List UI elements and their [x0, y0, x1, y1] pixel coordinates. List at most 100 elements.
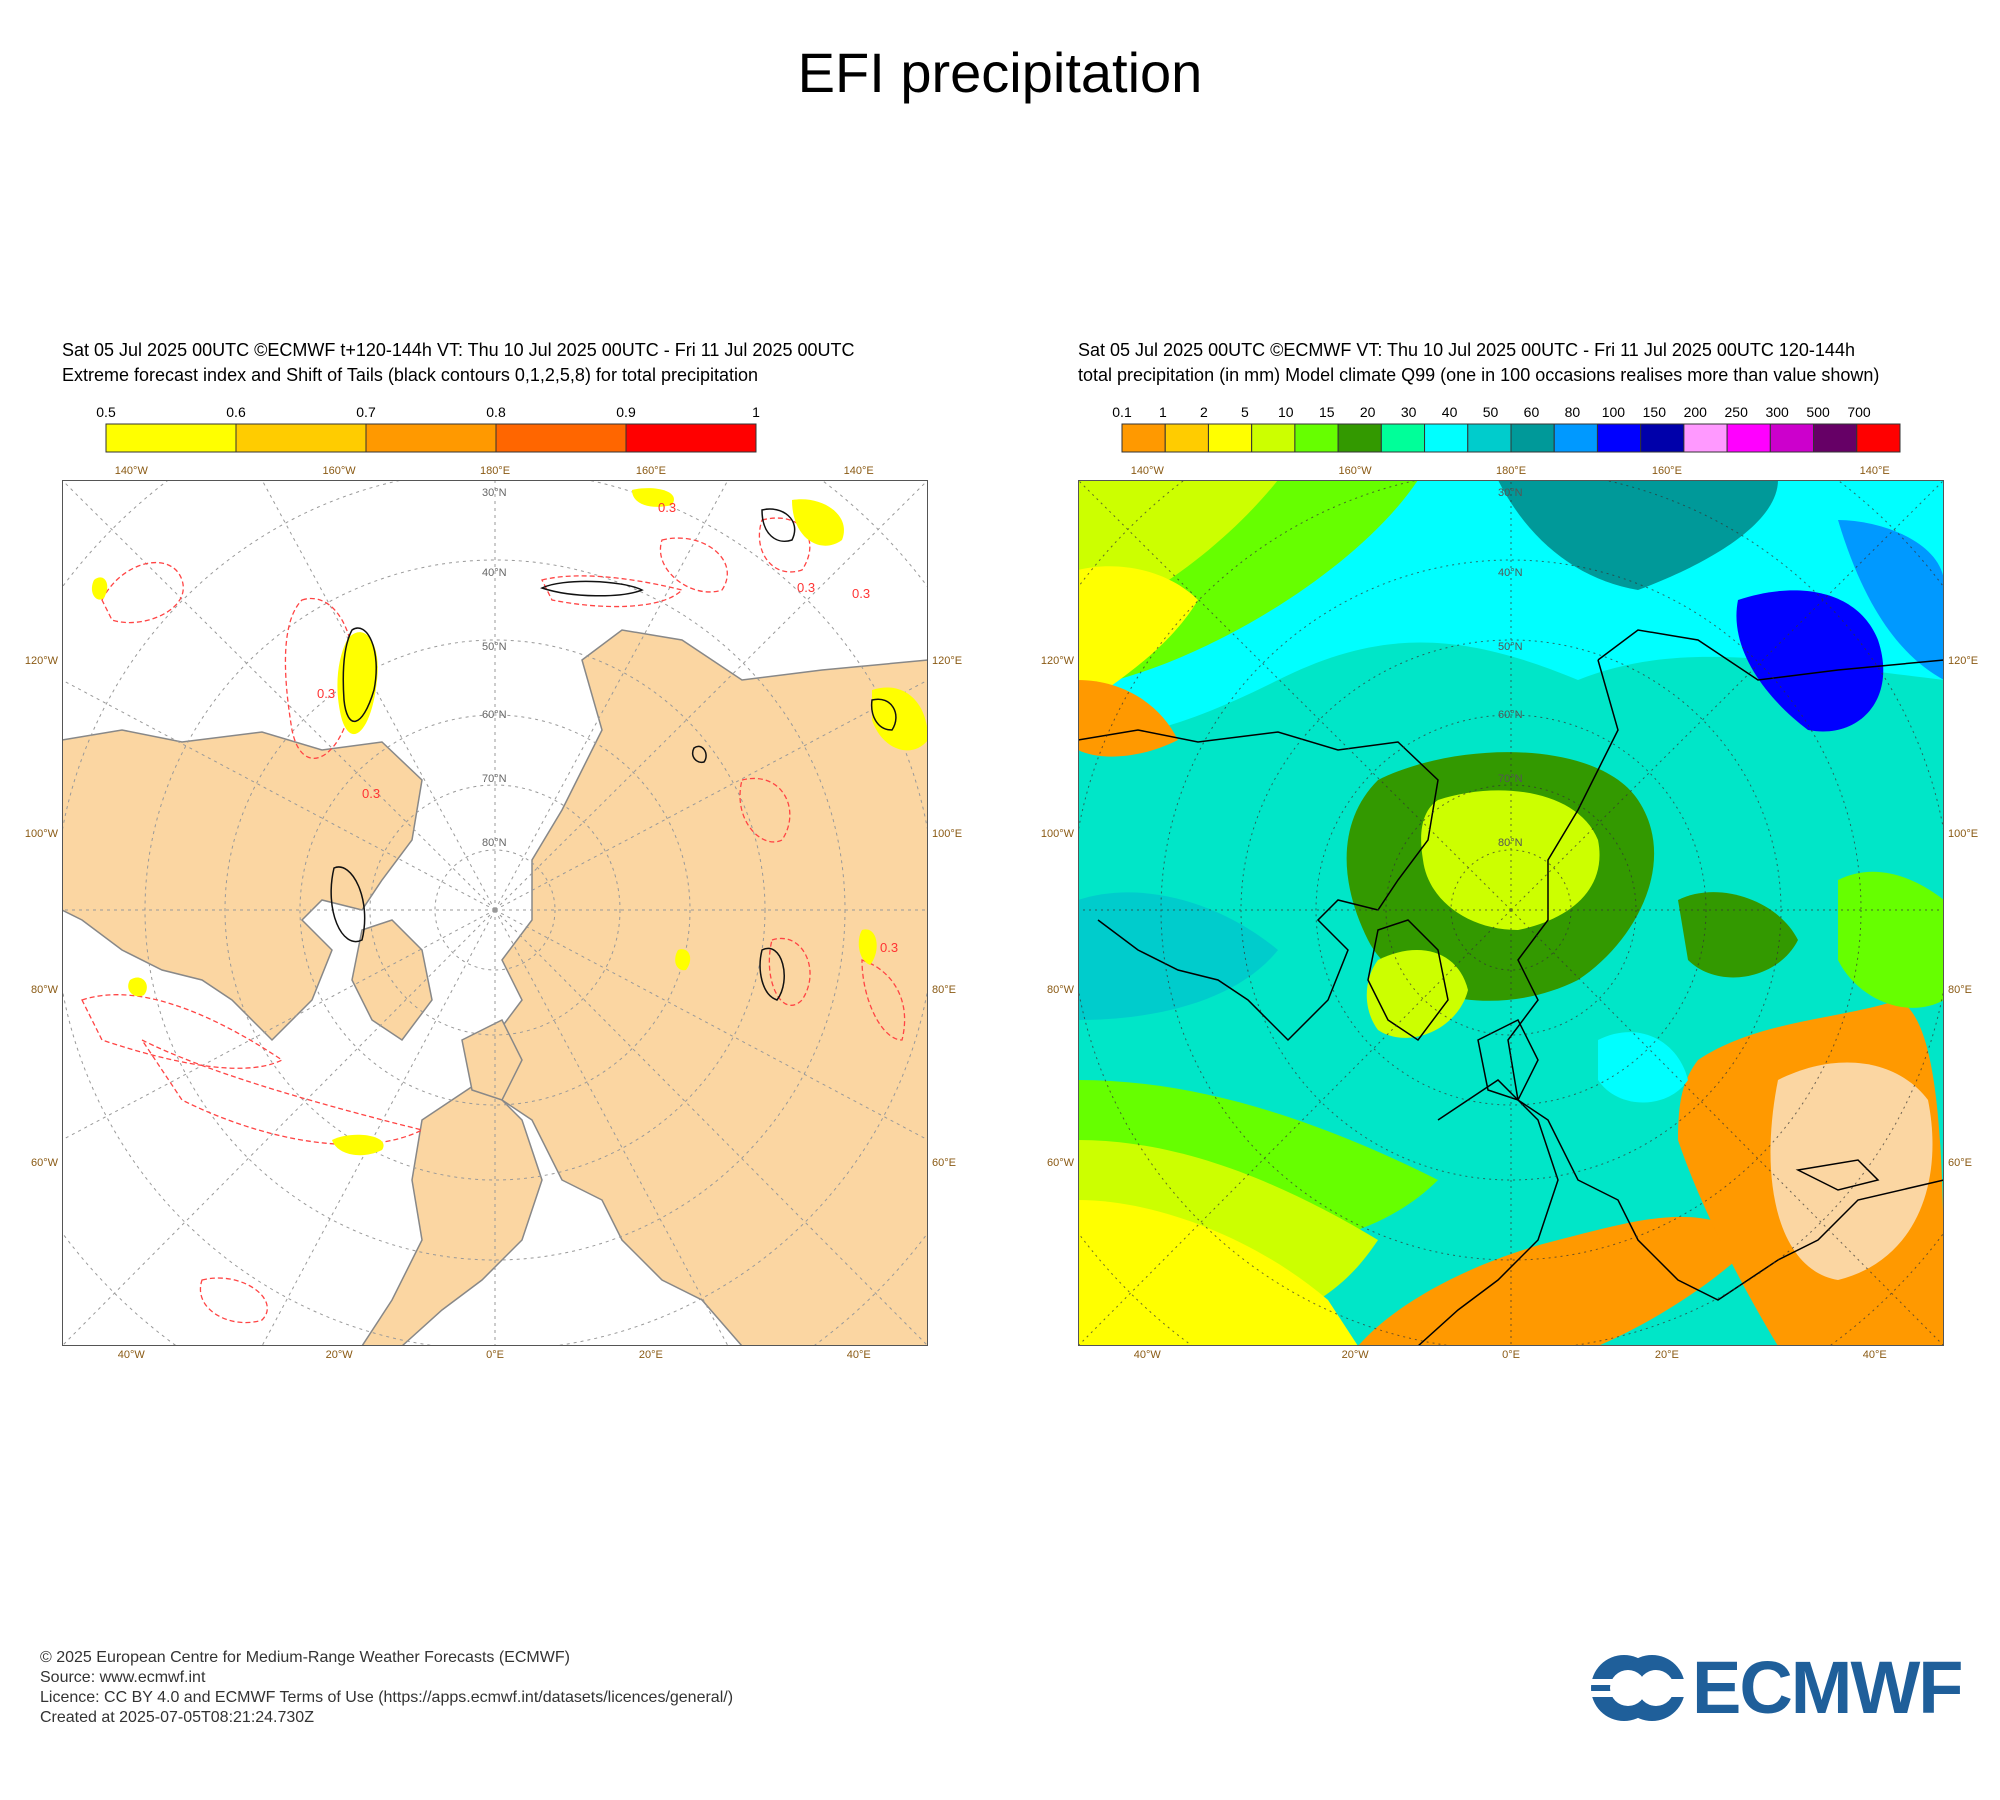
map-edge-label: 160°E: [635, 465, 666, 477]
efi-header-line2: Extreme forecast index and Shift of Tail…: [62, 365, 759, 385]
efi-lat-label: 40°N: [482, 567, 507, 579]
colorbar-tick-label: 0.5: [96, 404, 116, 420]
ecmwf-logo-mark-icon: [1588, 1655, 1688, 1721]
colorbar-swatch: [1337, 423, 1382, 453]
colorbar-tick-label: 0.6: [226, 404, 246, 420]
colorbar-swatch: [1726, 423, 1771, 453]
colorbar-swatch: [1596, 423, 1642, 453]
colorbar-swatch: [1251, 423, 1296, 453]
footer-created: Created at 2025-07-05T08:21:24.730Z: [40, 1709, 314, 1726]
colorbar-tick-label: 1: [752, 404, 760, 420]
colorbar-tick-label: 500: [1806, 404, 1830, 420]
map-edge-label: 100°W: [24, 828, 58, 841]
colorbar-swatch: [1683, 423, 1728, 453]
efi-lat-label: 60°N: [482, 709, 507, 721]
colorbar-tick-label: 50: [1483, 404, 1499, 420]
colorbar-swatch: [625, 423, 757, 453]
map-edge-label: 60°E: [1948, 1157, 1972, 1170]
map-edge-label: 80°W: [1046, 983, 1074, 996]
efi-lat-label: 30°N: [482, 487, 507, 499]
map-edge-label: 60°W: [1046, 1157, 1074, 1170]
map-edge-label: 0°E: [1502, 1349, 1520, 1361]
colorbar-swatch: [1856, 423, 1901, 453]
map-edge-label: 20°W: [1341, 1349, 1369, 1361]
efi-header-line1: Sat 05 Jul 2025 00UTC ©ECMWF t+120-144h …: [62, 340, 855, 360]
map-edge-label: 120°E: [1948, 654, 1979, 667]
colorbar-swatch: [1467, 423, 1512, 453]
ecmwf-logo-text: ECMWF: [1692, 1646, 1963, 1729]
colorbar-swatch: [1553, 423, 1598, 453]
efi-lat-label: 50°N: [482, 641, 507, 653]
colorbar-tick-label: 0.8: [486, 404, 506, 420]
map-edge-label: 20°E: [1654, 1349, 1679, 1361]
colorbar-swatch: [1769, 423, 1815, 453]
colorbar-swatch: [1380, 423, 1426, 453]
efi-panel-header: Sat 05 Jul 2025 00UTC ©ECMWF t+120-144h …: [62, 338, 942, 388]
colorbar-tick-label: 250: [1725, 404, 1749, 420]
footer-source: Source: www.ecmwf.int: [40, 1669, 206, 1686]
colorbar-swatch: [235, 423, 367, 453]
efi-contour-label: 0.3: [852, 586, 870, 601]
efi-graticule: [62, 480, 928, 1346]
q99-lat-label: 40°N: [1498, 567, 1523, 579]
colorbar-tick-label: 0.1: [1112, 404, 1132, 420]
efi-colorbar: 0.5 0.6 0.7 0.8 0.9 1: [96, 404, 760, 453]
q99-panel: Sat 05 Jul 2025 00UTC ©ECMWF VT: Thu 10 …: [1078, 338, 1958, 1358]
efi-lat-label: 70°N: [482, 773, 507, 785]
colorbar-swatch: [1207, 423, 1253, 453]
footer-copyright: © 2025 European Centre for Medium-Range …: [40, 1649, 570, 1666]
map-edge-label: 140°W: [1130, 465, 1164, 477]
colorbar-tick-label: 10: [1278, 404, 1294, 420]
efi-contour-label: 0.3: [658, 500, 676, 515]
efi-contour-label: 0.3: [797, 580, 815, 595]
q99-colorbar: 0.1 1 2 5 10 15 20 30 40 50 60 80 100 150 200 250 300 500…: [1112, 404, 1901, 453]
efi-lat-label: 80°N: [482, 837, 507, 849]
map-edge-label: 60°E: [932, 1157, 956, 1170]
colorbar-tick-label: 5: [1241, 404, 1249, 420]
map-edge-label: 20°W: [325, 1349, 353, 1361]
efi-panel: Sat 05 Jul 2025 00UTC ©ECMWF t+120-144h …: [62, 338, 942, 1358]
colorbar-tick-label: 30: [1401, 404, 1417, 420]
map-edge-label: 120°W: [24, 654, 58, 667]
map-edge-label: 60°W: [30, 1157, 58, 1170]
colorbar-tick-label: 100: [1602, 404, 1626, 420]
colorbar-tick-label: 2: [1200, 404, 1208, 420]
colorbar-swatch: [495, 423, 627, 453]
efi-map: 30°N 40°N 50°N 60°N 70°N 80°N 0.3 0.3 0.…: [62, 480, 928, 1346]
efi-contour-label: 0.3: [317, 686, 335, 701]
q99-panel-header: Sat 05 Jul 2025 00UTC ©ECMWF VT: Thu 10 …: [1078, 338, 1958, 388]
map-edge-label: 140°E: [843, 465, 874, 477]
colorbar-swatch: [1424, 423, 1469, 453]
map-edge-label: 40°E: [846, 1349, 871, 1361]
page-title: EFI precipitation: [797, 41, 1203, 104]
efi-red-contours: [81, 517, 906, 1324]
map-edge-label: 140°W: [114, 465, 148, 477]
map-edge-label: 100°W: [1040, 828, 1074, 841]
map-edge-label: 40°W: [117, 1349, 145, 1361]
colorbar-tick-label: 15: [1319, 404, 1335, 420]
map-edge-label: 100°E: [932, 828, 963, 841]
q99-lat-label: 70°N: [1498, 773, 1523, 785]
colorbar-tick-label: 300: [1765, 404, 1789, 420]
footer-licence: Licence: CC BY 4.0 and ECMWF Terms of Us…: [40, 1689, 734, 1706]
footer: © 2025 European Centre for Medium-Range …: [40, 1648, 733, 1728]
q99-lat-label: 30°N: [1498, 487, 1523, 499]
colorbar-tick-label: 200: [1684, 404, 1708, 420]
q99-map: 30°N 40°N 50°N 60°N 70°N 80°N: [1078, 480, 1944, 1346]
map-edge-label: 80°E: [932, 983, 956, 996]
map-edge-label: 0°E: [486, 1349, 504, 1361]
map-edge-label: 40°W: [1133, 1349, 1161, 1361]
q99-header-line1: Sat 05 Jul 2025 00UTC ©ECMWF VT: Thu 10 …: [1078, 340, 1855, 360]
map-edge-label: 20°E: [638, 1349, 663, 1361]
colorbar-swatch: [1640, 423, 1685, 453]
colorbar-tick-label: 1: [1159, 404, 1167, 420]
efi-land: [62, 629, 928, 1346]
map-edge-label: 160°E: [1651, 465, 1682, 477]
map-edge-label: 160°W: [1338, 465, 1372, 477]
colorbar-tick-label: 0.9: [616, 404, 636, 420]
q99-lat-label: 80°N: [1498, 837, 1523, 849]
colorbar-swatch: [365, 423, 497, 453]
map-edge-label: 140°E: [1859, 465, 1890, 477]
q99-coastlines: [1078, 629, 1944, 1346]
q99-header-line2: total precipitation (in mm) Model climat…: [1078, 365, 1880, 385]
